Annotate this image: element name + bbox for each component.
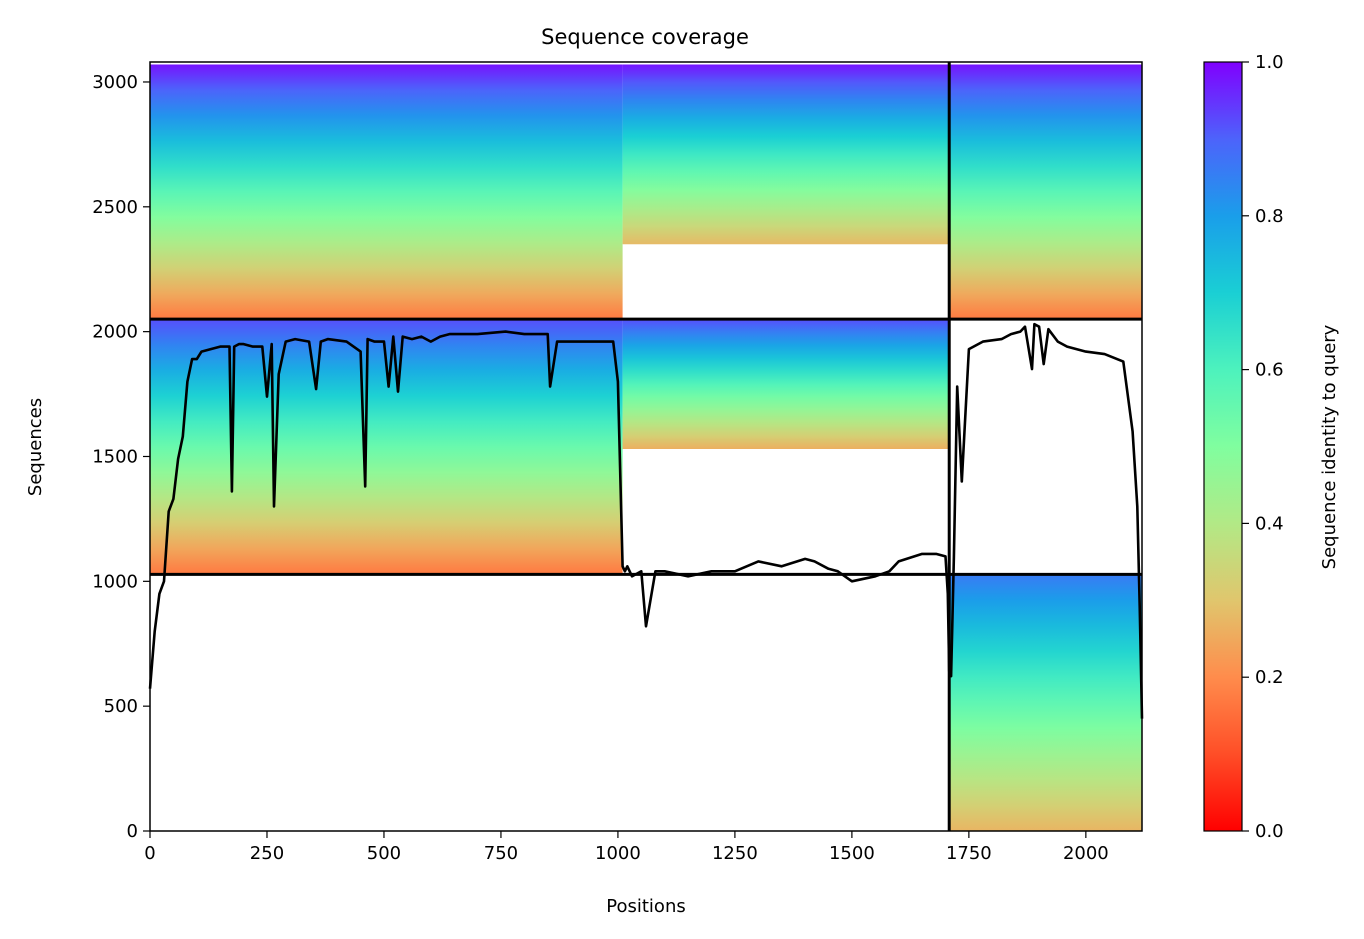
coverage-block	[622, 319, 950, 449]
x-tick-label: 1750	[946, 843, 992, 864]
coverage-block	[950, 64, 1142, 320]
x-tick-label: 0	[144, 843, 155, 864]
x-tick-label: 2000	[1063, 843, 1109, 864]
y-tick-label: 0	[127, 821, 138, 842]
colorbar-tick-label: 0.8	[1255, 206, 1284, 227]
x-tick-label: 250	[250, 843, 284, 864]
colorbar-tick-label: 0.4	[1255, 513, 1284, 534]
colorbar-tick-label: 0.6	[1255, 360, 1284, 381]
y-tick-label: 500	[104, 696, 138, 717]
x-tick-label: 500	[367, 843, 401, 864]
x-tick-label: 1000	[595, 843, 641, 864]
colorbar-tick-label: 0.2	[1255, 667, 1284, 688]
y-tick-label: 1000	[92, 571, 138, 592]
coverage-blocks	[150, 64, 1142, 831]
chart-title: Sequence coverage	[541, 25, 749, 49]
x-tick-label: 1250	[712, 843, 758, 864]
chain-boundaries	[150, 62, 1142, 831]
colorbar-ticks: 0.0 0.2 0.4 0.6 0.8 1.0	[1242, 52, 1284, 842]
plot-frame	[149, 61, 1143, 832]
x-axis-label: Positions	[606, 896, 685, 917]
coverage-line	[148, 322, 1144, 719]
colorbar-tick-label: 0.0	[1255, 821, 1284, 842]
colorbar-label: Sequence identity to query	[1319, 324, 1340, 569]
coverage-block	[150, 64, 623, 320]
colorbar	[1203, 61, 1243, 832]
y-axis-ticks: 0 500 1000 1500 2000 2500 3000	[92, 72, 150, 842]
x-axis-ticks: 0 250 500 750 1000 1250 1500 1750 2000	[144, 831, 1109, 864]
x-tick-label: 750	[484, 843, 518, 864]
colorbar-tick-label: 1.0	[1255, 52, 1284, 73]
y-tick-label: 2500	[92, 197, 138, 218]
y-tick-label: 2000	[92, 322, 138, 343]
y-axis-label: Sequences	[25, 398, 46, 496]
coverage-block	[622, 64, 950, 245]
y-tick-label: 3000	[92, 72, 138, 93]
coverage-block	[950, 574, 1142, 831]
y-tick-label: 1500	[92, 446, 138, 467]
x-tick-label: 1500	[829, 843, 875, 864]
